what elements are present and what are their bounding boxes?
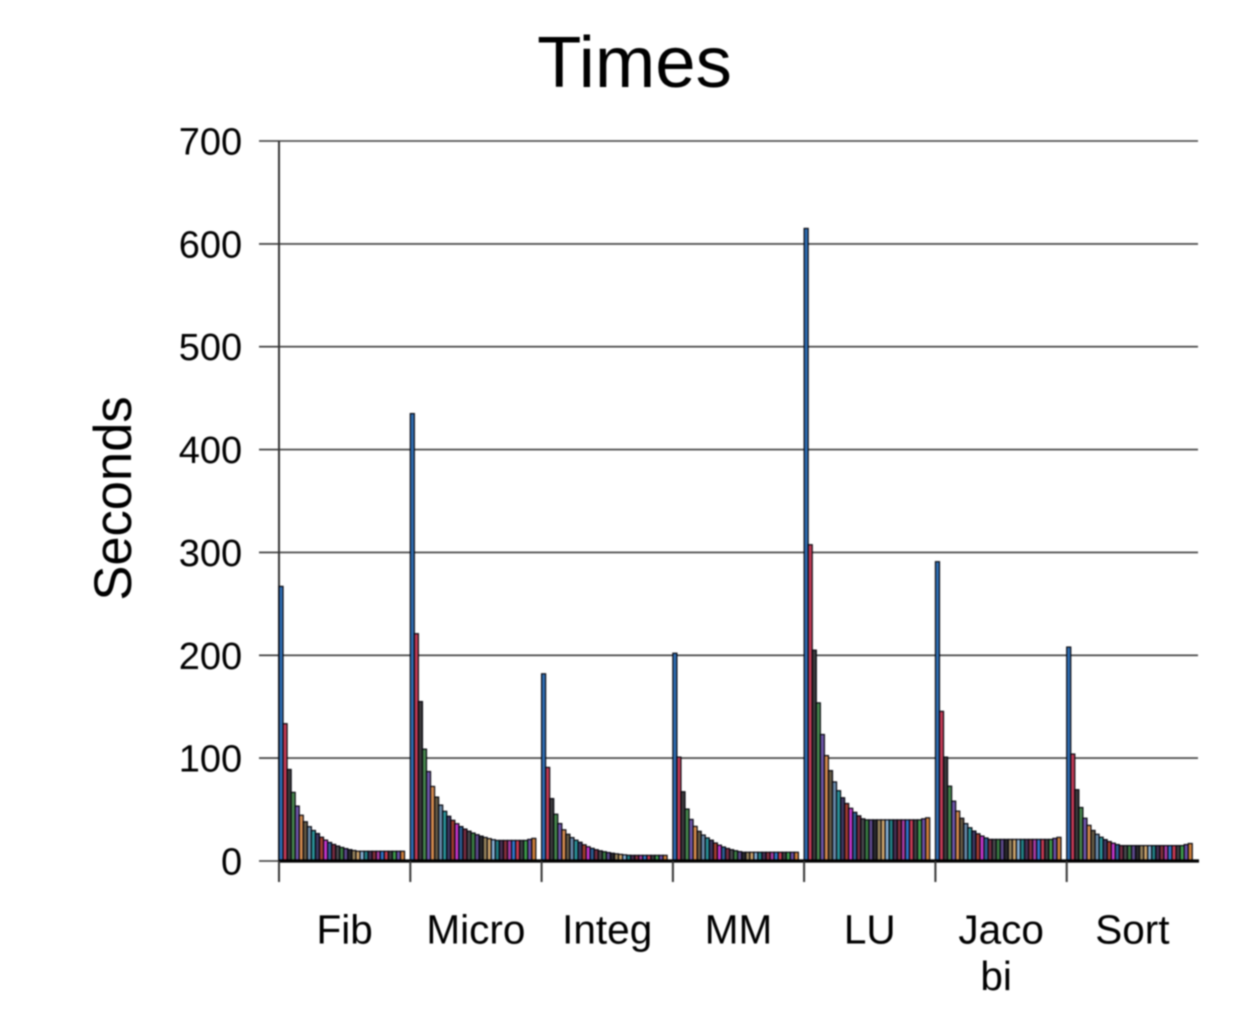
svg-text:500: 500: [179, 327, 242, 369]
svg-text:Sort: Sort: [1095, 907, 1169, 953]
svg-text:600: 600: [179, 224, 242, 266]
svg-text:700: 700: [179, 122, 242, 164]
svg-text:Fib: Fib: [316, 907, 372, 953]
svg-text:0: 0: [221, 842, 242, 884]
svg-text:LU: LU: [844, 907, 896, 953]
svg-text:200: 200: [179, 636, 242, 678]
svg-text:bi: bi: [980, 953, 1012, 999]
svg-text:100: 100: [179, 739, 242, 781]
svg-text:Times: Times: [537, 22, 732, 103]
svg-text:MM: MM: [705, 907, 772, 953]
svg-text:300: 300: [179, 533, 242, 575]
svg-text:Seconds: Seconds: [84, 396, 143, 600]
svg-text:400: 400: [179, 430, 242, 472]
svg-text:Micro: Micro: [426, 907, 525, 953]
svg-text:Jaco: Jaco: [958, 907, 1044, 953]
svg-text:Integ: Integ: [562, 907, 652, 953]
